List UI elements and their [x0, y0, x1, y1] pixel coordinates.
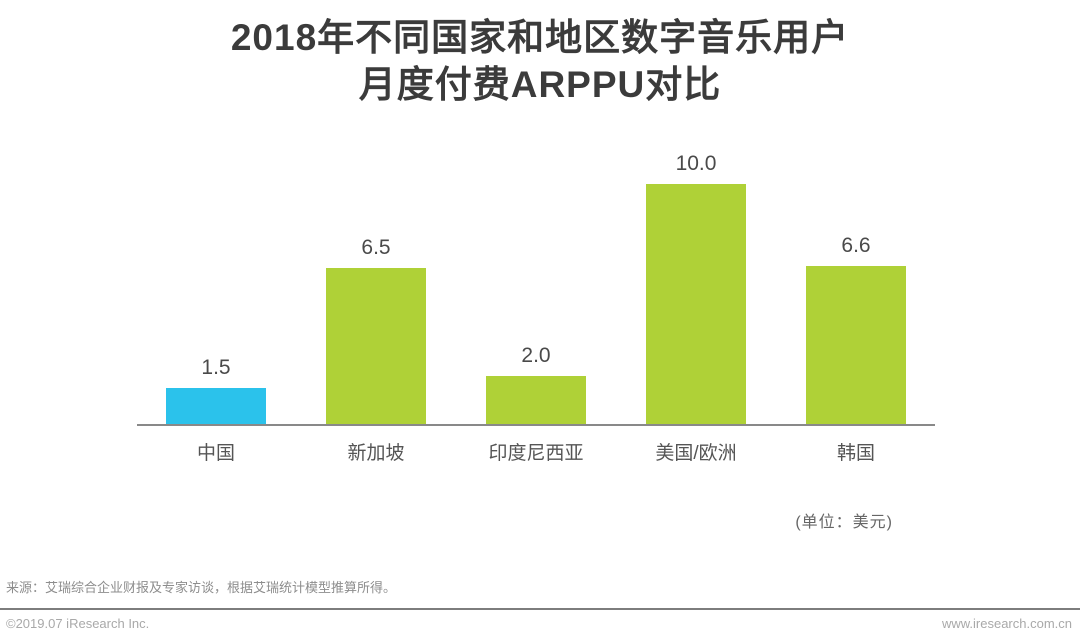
bar: [326, 268, 426, 424]
bar: [166, 388, 266, 424]
bar-group: 1.5: [166, 356, 266, 424]
category-label: 印度尼西亚: [488, 443, 584, 464]
bar-value-label: 6.5: [361, 236, 391, 259]
category-label: 美国/欧洲: [655, 443, 737, 464]
bar-value-label: 6.6: [841, 233, 871, 257]
unit-note: (单位：美元): [795, 514, 893, 531]
bar-group: 6.5: [326, 236, 426, 424]
chart-title-line1: 2018年不同国家和地区数字音乐用户: [230, 17, 850, 58]
footer-copyright: ©2019.07 iResearch Inc.: [6, 616, 150, 631]
bar: [646, 184, 746, 424]
chart-title-line2: 月度付费ARPPU对比: [358, 64, 722, 105]
footer-divider: [0, 608, 1080, 610]
bars: 1.5 6.5 2.0 10.0 6.6: [137, 146, 935, 426]
category-labels: 中国 新加坡 印度尼西亚 美国/欧洲 韩国: [137, 438, 935, 465]
chart-title: 2018年不同国家和地区数字音乐用户 月度付费ARPPU对比: [0, 14, 1080, 108]
bar-value-label: 10.0: [675, 152, 717, 175]
bar-group: 6.6: [806, 234, 906, 424]
category-label: 中国: [196, 443, 235, 464]
category-label: 新加坡: [347, 443, 405, 464]
bar: [486, 376, 586, 424]
bar: [806, 265, 906, 424]
bar-group: 10.0: [646, 152, 746, 424]
category-label: 韩国: [836, 443, 875, 464]
source-note: 来源：艾瑞综合企业财报及专家访谈，根据艾瑞统计模型推算所得。: [6, 580, 397, 595]
bar-group: 2.0: [486, 344, 586, 424]
bar-value-label: 1.5: [201, 356, 231, 379]
bar-value-label: 2.0: [521, 344, 551, 367]
footer-website: www.iresearch.com.cn: [941, 616, 1072, 631]
bar-chart: 1.5 6.5 2.0 10.0 6.6 中国 新加坡 印度尼西亚 美国/欧洲 韩国: [137, 146, 935, 465]
